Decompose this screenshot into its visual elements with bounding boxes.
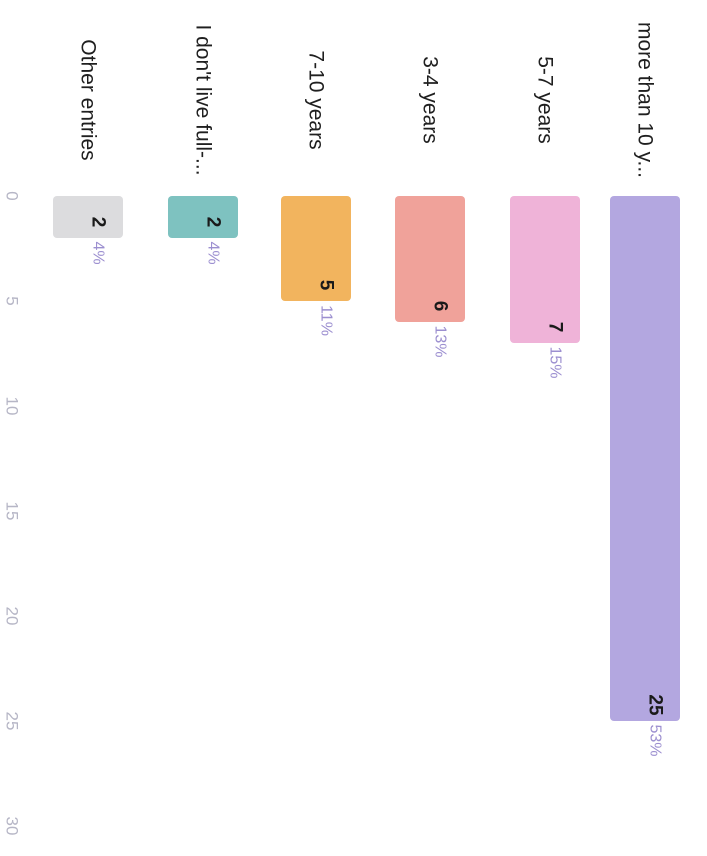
- value-label: 2: [203, 217, 224, 228]
- category-label: Other entries: [77, 39, 100, 160]
- percent-label: 53%: [647, 724, 664, 756]
- category-label: 3-4 years: [419, 56, 442, 144]
- x-tick-label: 30: [3, 817, 22, 836]
- x-tick-label: 5: [3, 296, 22, 305]
- category-label: 7-10 years: [305, 50, 328, 149]
- category-label: 5-7 years: [534, 56, 557, 144]
- x-tick-label: 0: [3, 191, 22, 200]
- x-tick-label: 20: [3, 607, 22, 626]
- x-tick-label: 10: [3, 397, 22, 416]
- percent-label: 4%: [205, 241, 222, 264]
- category-label: more than 10 y...: [634, 22, 657, 178]
- bar: [53, 196, 123, 238]
- value-label: 5: [316, 280, 337, 291]
- bar: [395, 196, 465, 322]
- percent-label: 13%: [432, 325, 449, 357]
- value-label: 7: [545, 322, 566, 333]
- bar: [281, 196, 351, 301]
- x-tick-label: 15: [3, 502, 22, 521]
- value-label: 6: [430, 301, 451, 312]
- bar: [610, 196, 680, 721]
- category-label: I don't live full-...: [192, 24, 215, 175]
- percent-label: 11%: [318, 305, 335, 336]
- x-tick-label: 25: [3, 712, 22, 731]
- value-label: 25: [645, 694, 666, 716]
- percent-label: 15%: [547, 346, 564, 378]
- bar: [168, 196, 238, 238]
- percent-label: 4%: [90, 241, 107, 264]
- value-label: 2: [88, 217, 109, 228]
- bar: [510, 196, 580, 343]
